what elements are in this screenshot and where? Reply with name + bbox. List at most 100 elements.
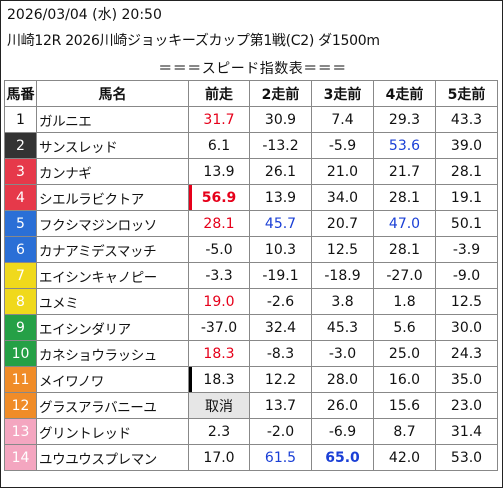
index-5back: 43.3 xyxy=(435,106,498,133)
col-header-4back: 4走前 xyxy=(373,80,436,107)
horse-number: 1 xyxy=(4,106,37,133)
index-5back: 31.4 xyxy=(435,418,498,445)
index-4back: -27.0 xyxy=(373,262,436,289)
index-4back: 15.6 xyxy=(373,392,436,419)
index-4back: 28.1 xyxy=(373,184,436,211)
race-name: 川崎12R 2026川崎ジョッキーズカップ第1戦(C2) ダ1500m xyxy=(7,33,380,49)
horse-number: 12 xyxy=(4,392,37,419)
horse-number: 11 xyxy=(4,366,37,393)
index-3back: -3.0 xyxy=(311,340,374,367)
index-2back: 13.7 xyxy=(249,392,312,419)
speed-index-table: 馬番 馬名 前走 2走前 3走前 4走前 5走前 1 ガルニエ 31.7 30.… xyxy=(4,80,498,471)
horse-number: 14 xyxy=(4,444,37,471)
table-row: 14 ユウユウスプレマン 17.0 61.5 65.0 42.0 53.0 xyxy=(4,444,498,471)
index-3back: 34.0 xyxy=(311,184,374,211)
col-header-name: 馬名 xyxy=(36,80,189,107)
index-last: 13.9 xyxy=(188,158,250,185)
index-2back: 45.7 xyxy=(249,210,312,237)
index-last-scratched: 取消 xyxy=(188,392,250,419)
col-header-5back: 5走前 xyxy=(435,80,498,107)
index-3back: 21.0 xyxy=(311,158,374,185)
index-last: 2.3 xyxy=(188,418,250,445)
horse-name: メイワノワ xyxy=(36,366,189,393)
col-header-3back: 3走前 xyxy=(311,80,374,107)
horse-name: カンナギ xyxy=(36,158,189,185)
horse-name: エイシンキャノピー xyxy=(36,262,189,289)
index-3back: -5.9 xyxy=(311,132,374,159)
index-4back: 29.3 xyxy=(373,106,436,133)
index-5back: 24.3 xyxy=(435,340,498,367)
horse-number: 9 xyxy=(4,314,37,341)
index-3back: 28.0 xyxy=(311,366,374,393)
index-3back: 20.7 xyxy=(311,210,374,237)
header-row: 馬番 馬名 前走 2走前 3走前 4走前 5走前 xyxy=(4,80,498,107)
index-4back: 25.0 xyxy=(373,340,436,367)
horse-number: 10 xyxy=(4,340,37,367)
col-header-number: 馬番 xyxy=(4,80,37,107)
horse-number: 13 xyxy=(4,418,37,445)
table-row: 11 メイワノワ 18.3 12.2 28.0 16.0 35.0 xyxy=(4,366,498,393)
table-row: 4 シエルラビクトア 56.9 13.9 34.0 28.1 19.1 xyxy=(4,184,498,211)
index-3back: -18.9 xyxy=(311,262,374,289)
table-row: 6 カナアミデスマッチ -5.0 10.3 12.5 28.1 -3.9 xyxy=(4,236,498,263)
index-4back: 8.7 xyxy=(373,418,436,445)
table-row: 9 エイシンダリア -37.0 32.4 45.3 5.6 30.0 xyxy=(4,314,498,341)
race-datetime: 2026/03/04 (水) 20:50 xyxy=(7,7,162,23)
index-3back: 3.8 xyxy=(311,288,374,315)
index-4back: 5.6 xyxy=(373,314,436,341)
horse-number: 4 xyxy=(4,184,37,211)
index-5back: 19.1 xyxy=(435,184,498,211)
horse-name: カネショウラッシュ xyxy=(36,340,189,367)
horse-number: 2 xyxy=(4,132,37,159)
horse-name: グラスアラバニーユ xyxy=(36,392,189,419)
table-title: ＝＝＝スピード指数表＝＝＝ xyxy=(158,61,347,77)
index-4back: 21.7 xyxy=(373,158,436,185)
horse-name: エイシンダリア xyxy=(36,314,189,341)
index-last: 56.9 xyxy=(188,184,250,211)
index-last: 31.7 xyxy=(188,106,250,133)
index-last: -37.0 xyxy=(188,314,250,341)
index-2back: 13.9 xyxy=(249,184,312,211)
index-3back: 65.0 xyxy=(311,444,374,471)
table-row: 8 ユメミ 19.0 -2.6 3.8 1.8 12.5 xyxy=(4,288,498,315)
index-last: -5.0 xyxy=(188,236,250,263)
index-2back: 26.1 xyxy=(249,158,312,185)
index-5back: 30.0 xyxy=(435,314,498,341)
index-2back: 61.5 xyxy=(249,444,312,471)
col-header-last: 前走 xyxy=(188,80,250,107)
horse-name: ユメミ xyxy=(36,288,189,315)
index-4back: 42.0 xyxy=(373,444,436,471)
index-2back: 10.3 xyxy=(249,236,312,263)
index-last: 6.1 xyxy=(188,132,250,159)
table-row: 7 エイシンキャノピー -3.3 -19.1 -18.9 -27.0 -9.0 xyxy=(4,262,498,289)
horse-name: シエルラビクトア xyxy=(36,184,189,211)
index-5back: 35.0 xyxy=(435,366,498,393)
index-5back: 28.1 xyxy=(435,158,498,185)
horse-name: ガルニエ xyxy=(36,106,189,133)
index-5back: -3.9 xyxy=(435,236,498,263)
index-2back: 12.2 xyxy=(249,366,312,393)
index-3back: 7.4 xyxy=(311,106,374,133)
index-3back: 12.5 xyxy=(311,236,374,263)
horse-name: ユウユウスプレマン xyxy=(36,444,189,471)
horse-number: 3 xyxy=(4,158,37,185)
table-row: 3 カンナギ 13.9 26.1 21.0 21.7 28.1 xyxy=(4,158,498,185)
index-last: 19.0 xyxy=(188,288,250,315)
index-2back: -2.0 xyxy=(249,418,312,445)
index-last: 28.1 xyxy=(188,210,250,237)
table-row: 5 フクシマジンロッソ 28.1 45.7 20.7 47.0 50.1 xyxy=(4,210,498,237)
index-5back: 12.5 xyxy=(435,288,498,315)
index-last: 17.0 xyxy=(188,444,250,471)
index-4back: 47.0 xyxy=(373,210,436,237)
table-row: 1 ガルニエ 31.7 30.9 7.4 29.3 43.3 xyxy=(4,106,498,133)
index-4back: 16.0 xyxy=(373,366,436,393)
index-3back: -6.9 xyxy=(311,418,374,445)
horse-number: 7 xyxy=(4,262,37,289)
table-row: 2 サンスレッド 6.1 -13.2 -5.9 53.6 39.0 xyxy=(4,132,498,159)
index-last: -3.3 xyxy=(188,262,250,289)
horse-number: 8 xyxy=(4,288,37,315)
table-row: 13 グリントレッド 2.3 -2.0 -6.9 8.7 31.4 xyxy=(4,418,498,445)
index-2back: -2.6 xyxy=(249,288,312,315)
horse-name: フクシマジンロッソ xyxy=(36,210,189,237)
index-5back: 50.1 xyxy=(435,210,498,237)
